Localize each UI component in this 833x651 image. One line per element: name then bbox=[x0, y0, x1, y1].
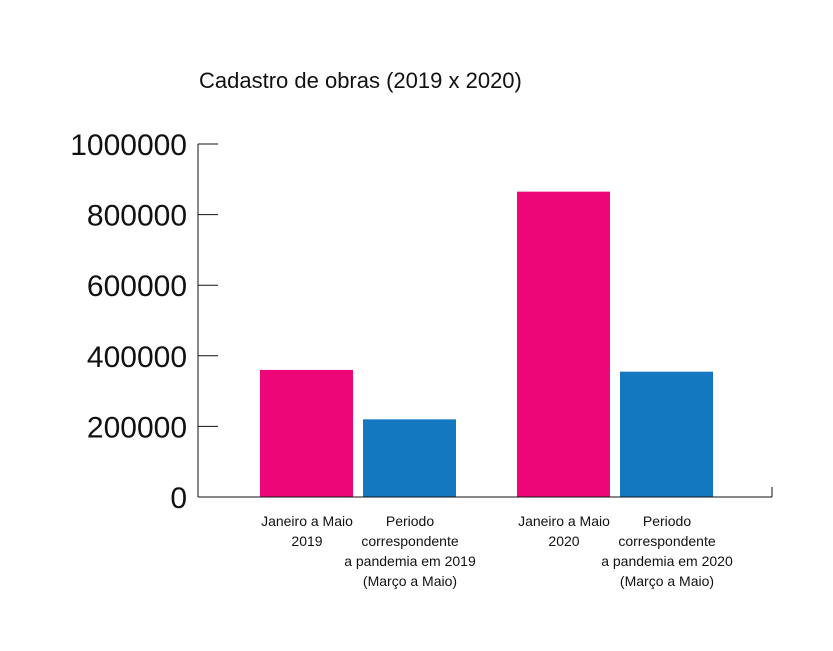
x-category-label-line: Janeiro a Maio bbox=[518, 513, 610, 529]
x-category-label-line: 2020 bbox=[548, 533, 579, 549]
x-category-label-line: a pandemia em 2019 bbox=[344, 553, 476, 569]
x-axis bbox=[198, 487, 773, 498]
y-tick-label: 400000 bbox=[87, 341, 187, 374]
chart-title: Cadastro de obras (2019 x 2020) bbox=[199, 68, 522, 93]
y-tick-label: 1000000 bbox=[70, 129, 187, 162]
bar bbox=[620, 371, 713, 497]
x-category-label-line: Periodo bbox=[643, 513, 691, 529]
bar bbox=[363, 419, 456, 497]
y-tick-label: 200000 bbox=[87, 411, 187, 444]
x-category-label-line: 2019 bbox=[291, 533, 322, 549]
x-category-label-line: correspondente bbox=[361, 533, 459, 549]
bar bbox=[260, 369, 353, 497]
y-tick-label: 800000 bbox=[87, 200, 187, 233]
y-axis: 0 200000 400000 600000 800000 1000000 bbox=[70, 129, 218, 515]
bars-group bbox=[260, 191, 713, 497]
y-tick-label: 600000 bbox=[87, 270, 187, 303]
y-tick-label: 0 bbox=[170, 482, 187, 515]
x-category-label-line: (Março a Maio) bbox=[620, 573, 714, 589]
x-category-label-line: a pandemia em 2020 bbox=[601, 553, 733, 569]
x-category-label: Periodo correspondente a pandemia em 2019 (… bbox=[344, 513, 476, 589]
x-category-label-line: Periodo bbox=[386, 513, 434, 529]
x-category-label-line: Janeiro a Maio bbox=[261, 513, 353, 529]
x-category-label: Periodo correspondente a pandemia em 2020 (… bbox=[601, 513, 733, 589]
x-category-label: Janeiro a Maio 2020 bbox=[518, 513, 610, 549]
bar bbox=[517, 191, 610, 497]
x-category-label-line: correspondente bbox=[618, 533, 716, 549]
x-category-label: Janeiro a Maio 2019 bbox=[261, 513, 353, 549]
x-category-label-line: (Março a Maio) bbox=[363, 573, 457, 589]
category-labels: Janeiro a Maio 2019 Periodo correspondente a… bbox=[261, 513, 733, 589]
